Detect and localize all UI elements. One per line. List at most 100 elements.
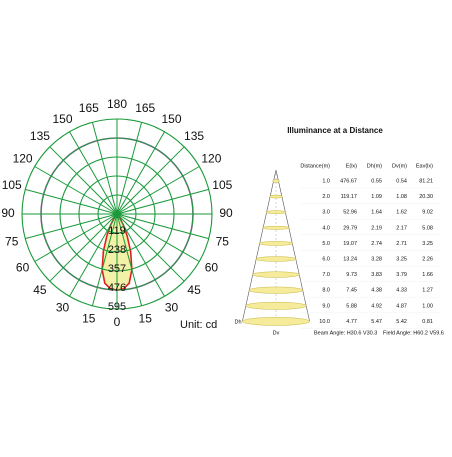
grid-spoke <box>25 213 118 240</box>
field-angle: Field Angle: H60.2 V59.6 <box>383 330 444 336</box>
grid-spoke <box>69 131 118 215</box>
table-title: Illuminance at a Distance <box>287 126 383 135</box>
table-cell: 5.08 <box>422 225 433 231</box>
table-cell: 29.79 <box>343 225 357 231</box>
table-cell: 5.47 <box>371 319 382 325</box>
angle-label: 120 <box>13 152 33 166</box>
radial-label: 119 <box>108 225 126 237</box>
angle-label: 45 <box>187 283 201 297</box>
light-spot <box>262 225 290 230</box>
radial-label: 595 <box>108 301 126 313</box>
grid-spoke <box>116 213 165 297</box>
grid-spoke <box>116 166 200 215</box>
light-spot <box>272 179 280 183</box>
table-cell: 8.0 <box>322 288 330 294</box>
table-cell: 9.73 <box>346 272 357 278</box>
grid-spoke <box>25 188 118 215</box>
table-cell: 9.0 <box>322 303 330 309</box>
table-cell: 1.00 <box>422 303 433 309</box>
table-cell: 119.17 <box>341 194 357 200</box>
angle-label: 30 <box>56 301 70 315</box>
light-spot <box>269 194 283 199</box>
table-cell: 4.38 <box>371 288 382 294</box>
grid-spoke <box>116 213 200 262</box>
table-cell: 6.0 <box>322 256 330 262</box>
light-spot <box>245 301 307 310</box>
table-cell: 81.21 <box>419 178 433 184</box>
angle-label: 60 <box>205 261 219 275</box>
table-cell: 3.25 <box>396 256 407 262</box>
table-cell: 476.67 <box>340 178 357 184</box>
grid-spoke <box>91 213 118 306</box>
table-header: Dv(m) <box>392 163 407 169</box>
table-cell: 13.24 <box>343 256 357 262</box>
angle-label: 90 <box>1 206 15 220</box>
radial-label: 357 <box>108 263 126 275</box>
table-header: Distance(m) <box>300 163 330 169</box>
table-cell: 5.0 <box>322 241 330 247</box>
angle-label: 60 <box>16 261 30 275</box>
grid-spoke <box>49 213 118 282</box>
angle-label: 0 <box>114 315 121 329</box>
table-cell: 0.55 <box>371 178 382 184</box>
table-cell: 4.33 <box>396 288 407 294</box>
angle-label: 15 <box>82 311 96 325</box>
table-cell: 3.83 <box>371 272 382 278</box>
grid-spoke <box>116 146 185 215</box>
angle-label: 120 <box>201 152 221 166</box>
grid-spoke <box>69 213 118 297</box>
light-spot <box>258 241 294 246</box>
table-cell: 7.45 <box>346 288 357 294</box>
table-cell: 0.81 <box>422 319 433 325</box>
table-cell: 4.87 <box>396 303 407 309</box>
table-header: Dh(m) <box>367 163 382 169</box>
grid-spoke <box>116 122 143 215</box>
table-cell: 2.26 <box>422 256 433 262</box>
table-cell: 20.30 <box>419 194 433 200</box>
table-cell: 1.66 <box>422 272 433 278</box>
light-spot <box>242 317 310 326</box>
grid-spoke <box>34 213 118 262</box>
table-cell: 19.07 <box>343 241 357 247</box>
table-cell: 9.02 <box>422 210 433 216</box>
angle-label: 105 <box>212 178 232 192</box>
radial-label: 238 <box>108 244 126 256</box>
table-cell: 1.27 <box>422 288 433 294</box>
table-cell: 10.0 <box>319 319 330 325</box>
table-cell: 3.79 <box>396 272 407 278</box>
grid-spoke <box>116 213 185 282</box>
table-cell: 4.92 <box>371 303 382 309</box>
angle-label: 165 <box>135 101 155 115</box>
table-cell: 3.25 <box>422 241 433 247</box>
table-cell: 52.96 <box>343 210 357 216</box>
angle-label: 165 <box>79 101 99 115</box>
beam-angle: Beam Angle: H30.6 V30.3 <box>314 330 377 336</box>
grid-spoke <box>34 166 118 215</box>
dh-label: Dh <box>234 319 241 325</box>
angle-label: 90 <box>219 206 233 220</box>
angle-label: 150 <box>161 112 181 126</box>
unit-label: Unit: cd <box>180 319 217 331</box>
grid-spoke <box>116 213 209 240</box>
light-spot <box>248 286 304 294</box>
table-cell: 2.0 <box>322 194 330 200</box>
table-header: E(lx) <box>346 163 357 169</box>
table-cell: 3.28 <box>371 256 382 262</box>
angle-label: 180 <box>107 97 127 111</box>
table-cell: 2.19 <box>371 225 382 231</box>
table-cell: 5.42 <box>396 319 407 325</box>
table-cell: 2.71 <box>396 241 407 247</box>
table-cell: 4.0 <box>322 225 330 231</box>
table-cell: 4.77 <box>346 319 357 325</box>
light-spot <box>265 210 287 214</box>
angle-label: 75 <box>216 234 230 248</box>
table-cell: 5.88 <box>346 303 357 309</box>
angle-label: 135 <box>184 129 204 143</box>
angle-label: 105 <box>2 178 22 192</box>
grid-spoke <box>91 122 118 215</box>
table-cell: 1.08 <box>396 194 407 200</box>
cone-edge <box>275 169 310 322</box>
table-cell: 2.74 <box>371 241 382 247</box>
table-cell: 7.0 <box>322 272 330 278</box>
